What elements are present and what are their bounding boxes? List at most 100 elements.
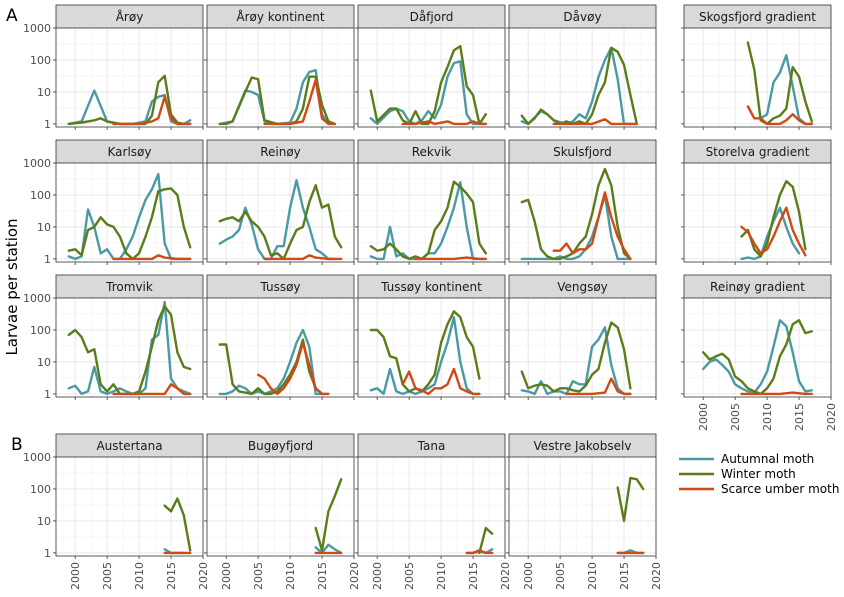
y-tick-label: 1 <box>44 118 51 131</box>
y-tick-label: 1 <box>44 253 51 266</box>
panel: Dåvøy <box>506 4 657 130</box>
x-tick-label: 2015 <box>467 562 480 590</box>
series-line-scarce-umber-moth <box>256 341 330 396</box>
series-line-winter-moth <box>746 41 813 126</box>
series-line-winter-moth <box>67 74 192 126</box>
panel-border <box>357 27 506 128</box>
series-line-autumnal-moth <box>67 172 192 261</box>
panel-title: Tussøy <box>259 280 300 294</box>
series-line-scarce-umber-moth <box>740 206 807 257</box>
x-tick-label: 2015 <box>316 562 329 590</box>
panel: Årøy 1000 100 10 1 <box>23 4 204 131</box>
x-tick-label: 2005 <box>101 562 114 590</box>
series-line-winter-moth <box>520 167 632 261</box>
panel-title: Karlsøy <box>108 145 152 159</box>
plot-area <box>509 28 656 127</box>
series-line-winter-moth <box>616 476 645 523</box>
panel: Reinøy <box>204 139 355 265</box>
series-line-winter-moth <box>740 180 807 258</box>
panel: Bugøyfjord 2000 2005 2010 2015 2020 <box>204 433 361 590</box>
y-tick-label: 1 <box>44 388 51 401</box>
panel: Tana 2000 2005 2010 2015 2020 <box>355 433 512 590</box>
y-tick-label: 1 <box>44 547 51 560</box>
panel: Karlsøy 1000 100 10 1 <box>23 139 204 266</box>
plot-area <box>358 457 505 556</box>
panel-title: Vengsøy <box>557 280 608 294</box>
panel-title: Reinøy <box>260 145 301 159</box>
panel: Vestre Jakobselv 2000 2005 2010 2015 2020 <box>506 433 663 590</box>
plot-area <box>684 298 831 397</box>
legend: Autumnal moth Winter moth Scarce umber m… <box>679 452 839 496</box>
plot-area <box>56 298 203 397</box>
panel-title: Tana <box>417 439 446 453</box>
panel-border <box>357 162 506 263</box>
panel: Årøy kontinent <box>204 4 355 130</box>
panel-border <box>206 456 355 557</box>
series-line-winter-moth <box>478 526 494 555</box>
panel-title: Storelva gradient <box>706 145 810 159</box>
y-tick-label: 100 <box>30 54 51 67</box>
x-tick-label: 2010 <box>761 403 774 431</box>
series-line-winter-moth <box>163 497 192 552</box>
series-line-autumnal-moth <box>218 179 336 261</box>
panel-title: Bugøyfjord <box>248 439 313 453</box>
series-line-scarce-umber-moth <box>112 95 192 126</box>
panel: Reinøy gradient 2000 2005 2010 2015 2020 <box>681 274 838 431</box>
panel: Dåfjord <box>355 4 506 130</box>
panel-border <box>508 162 657 263</box>
plot-area <box>509 163 656 262</box>
series-line-scarce-umber-moth <box>552 118 638 126</box>
panel-border <box>206 27 355 128</box>
panel-border <box>683 297 832 398</box>
series-line-scarce-umber-moth <box>112 254 192 261</box>
y-tick-label: 1000 <box>23 451 51 464</box>
panel-title: Skogsfjord gradient <box>699 10 816 24</box>
x-tick-label: 2000 <box>371 562 384 590</box>
y-tick-label: 100 <box>30 483 51 496</box>
legend-label-scarce-umber: Scarce umber moth <box>721 482 839 496</box>
panel-border <box>206 297 355 398</box>
plot-area <box>358 28 505 127</box>
series-line-winter-moth <box>67 187 192 261</box>
x-tick-label: 2015 <box>165 562 178 590</box>
plot-area <box>56 457 203 556</box>
y-axis-label: Larvae per station <box>3 218 21 355</box>
series-line-winter-moth <box>218 184 343 261</box>
panel-title: Austertana <box>96 439 162 453</box>
x-tick-label: 2005 <box>729 403 742 431</box>
panel-title: Rekvik <box>412 145 452 159</box>
plot-area <box>207 28 354 127</box>
panel-border <box>357 456 506 557</box>
x-tick-label: 2010 <box>284 562 297 590</box>
x-tick-label: 2020 <box>825 403 838 431</box>
y-tick-label: 1000 <box>23 157 51 170</box>
legend-label-autumnal: Autumnal moth <box>721 452 814 466</box>
x-tick-label: 2015 <box>618 562 631 590</box>
series-line-scarce-umber-moth <box>465 549 494 555</box>
x-tick-label: 2010 <box>133 562 146 590</box>
panel-border <box>55 456 204 557</box>
series-line-scarce-umber-moth <box>401 367 481 396</box>
series-line-scarce-umber-moth <box>552 191 632 261</box>
x-tick-label: 2005 <box>252 562 265 590</box>
panel: Skulsfjord <box>506 139 657 265</box>
panel-title: Tromvik <box>105 280 153 294</box>
y-tick-label: 10 <box>37 515 51 528</box>
plot-area <box>509 457 656 556</box>
panel-title: Vestre Jakobselv <box>534 439 632 453</box>
series-line-scarce-umber-moth <box>740 391 813 396</box>
panel-border <box>508 456 657 557</box>
series-line-scarce-umber-moth <box>263 78 336 126</box>
x-tick-label: 2000 <box>697 403 710 431</box>
series-line-winter-moth <box>369 45 487 126</box>
series-line-autumnal-moth <box>314 543 343 555</box>
plot-area <box>509 298 656 397</box>
panel-border <box>206 162 355 263</box>
series-line-scarce-umber-moth <box>746 105 813 126</box>
panel-title: Tussøy kontinent <box>380 280 482 294</box>
x-tick-label: 2010 <box>435 562 448 590</box>
panel-border <box>55 297 204 398</box>
x-tick-label: 2005 <box>403 562 416 590</box>
x-tick-label: 2010 <box>586 562 599 590</box>
